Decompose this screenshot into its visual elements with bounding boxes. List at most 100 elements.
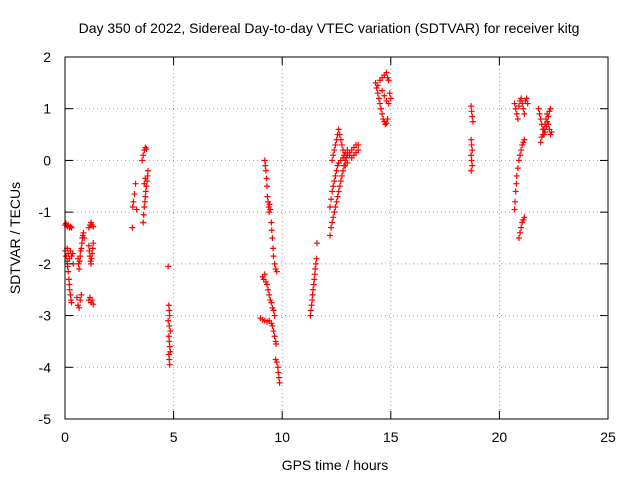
data-point [77,297,84,304]
data-point [517,229,524,236]
data-point [310,286,317,293]
y-tick-label: -3 [39,308,52,324]
data-point [265,286,272,293]
axis-ticks: 0 5 10 15 20 25 -5 -4 -3 -2 -1 0 1 2 [39,49,616,445]
data-point [328,224,335,231]
data-point [334,193,341,200]
data-point [270,253,277,260]
data-point [331,147,338,154]
data-point [469,147,476,154]
x-tick-label: 10 [274,429,290,445]
data-point [140,219,147,226]
data-point [263,175,270,182]
data-point [88,260,95,267]
grid [65,57,608,419]
x-tick-label: 25 [600,429,616,445]
data-point [312,266,319,273]
data-point [335,188,342,195]
y-tick-label: -2 [39,256,52,272]
data-point [355,147,362,154]
data-point [521,214,528,221]
data-point [270,307,277,314]
data-point [166,307,173,314]
data-point [166,343,173,350]
data-point [540,126,547,133]
x-tick-label: 15 [383,429,399,445]
data-point [76,258,83,265]
y-tick-label: -4 [39,359,52,375]
data-point [66,281,73,288]
data-point [383,97,390,104]
chart-title: Day 350 of 2022, Sidereal Day-to-day VTE… [79,20,580,36]
data-point [266,291,273,298]
data-point [140,211,147,218]
data-point [313,255,320,262]
data-point [330,183,337,190]
data-point [132,180,139,187]
data-point [89,297,96,304]
data-point [536,110,543,117]
data-point [270,328,277,335]
data-point [333,167,340,174]
data-point [166,361,173,368]
data-point [515,235,522,241]
data-point [344,160,351,167]
data-point [142,188,149,195]
data-point [330,214,337,221]
data-point [76,304,83,311]
data-point [271,312,278,319]
data-point [379,110,386,117]
data-point [329,219,336,226]
data-point [385,77,392,84]
data-point [331,178,338,185]
data-point [276,379,283,386]
data-point [67,291,74,298]
data-point [336,131,343,138]
data-point [89,245,96,252]
data-point [264,193,271,200]
data-point [548,128,555,135]
data-point [165,351,172,358]
data-point [468,152,475,159]
data-point [469,113,476,120]
data-point [65,268,72,275]
data-point [386,90,393,97]
data-point [310,281,317,288]
data-point [521,136,528,143]
data-point [335,126,342,133]
data-point [512,105,519,112]
data-point [518,147,525,154]
data-point [337,178,344,185]
data-point [332,172,339,179]
data-point [340,154,347,161]
data-point [270,245,277,252]
data-point [133,206,140,213]
data-point [383,120,390,127]
data-point [67,223,74,230]
data-point [338,141,345,148]
data-point [269,322,276,329]
data-point [326,232,333,239]
data-point [329,188,336,195]
data-point [336,183,343,190]
data-point [468,141,475,148]
data-point [468,108,475,115]
data-point [512,198,519,205]
data-point [64,263,71,270]
y-tick-label: -1 [39,204,52,220]
data-point [535,105,542,112]
data-point [537,116,544,123]
data-point [307,307,314,314]
data-point [261,271,268,278]
data-point [518,224,525,231]
data-point [73,294,80,301]
data-point [515,103,522,110]
data-point [468,157,475,164]
data-point [379,87,386,94]
data-point [517,152,524,159]
data-point [518,95,525,102]
y-tick-label: -5 [39,411,52,427]
data-point [268,299,275,306]
data-point [311,271,318,278]
